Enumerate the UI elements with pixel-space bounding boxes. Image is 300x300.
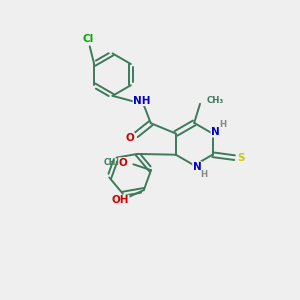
Text: CH₃: CH₃ xyxy=(206,96,224,105)
Text: N: N xyxy=(193,162,202,172)
Text: S: S xyxy=(237,153,245,163)
Text: H: H xyxy=(200,170,207,179)
Text: N: N xyxy=(211,127,220,137)
Text: NH: NH xyxy=(133,95,151,106)
Text: H: H xyxy=(219,120,226,129)
Text: OH: OH xyxy=(112,195,129,206)
Text: Cl: Cl xyxy=(82,34,94,44)
Text: CH₃: CH₃ xyxy=(103,158,119,167)
Text: O: O xyxy=(126,133,134,143)
Text: O: O xyxy=(119,158,128,168)
